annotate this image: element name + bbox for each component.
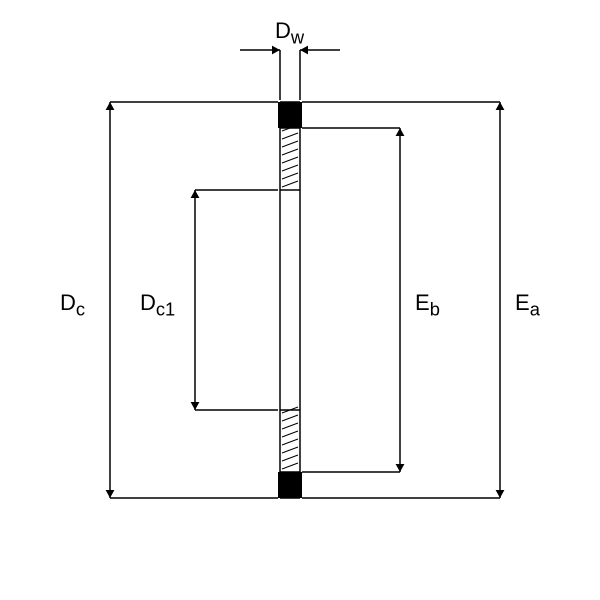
- label-Ea-main: E: [515, 290, 530, 315]
- label-Ea: Ea: [515, 290, 540, 320]
- label-Eb: Eb: [415, 290, 440, 320]
- label-Dc-main: D: [60, 290, 76, 315]
- label-Dw: Dw: [275, 18, 304, 48]
- label-Dc1-sub: c1: [156, 298, 175, 319]
- label-Eb-sub: b: [430, 298, 440, 319]
- label-Dw-main: D: [275, 18, 291, 43]
- label-Dc1: Dc1: [140, 290, 175, 320]
- label-Dc: Dc: [60, 290, 85, 320]
- label-Dc-sub: c: [76, 298, 85, 319]
- label-Eb-main: E: [415, 290, 430, 315]
- dimension-drawing-svg: [0, 0, 600, 600]
- label-Dw-sub: w: [291, 26, 304, 47]
- label-Ea-sub: a: [530, 298, 540, 319]
- diagram-container: Dw Dc Dc1 Eb Ea: [0, 0, 600, 600]
- label-Dc1-main: D: [140, 290, 156, 315]
